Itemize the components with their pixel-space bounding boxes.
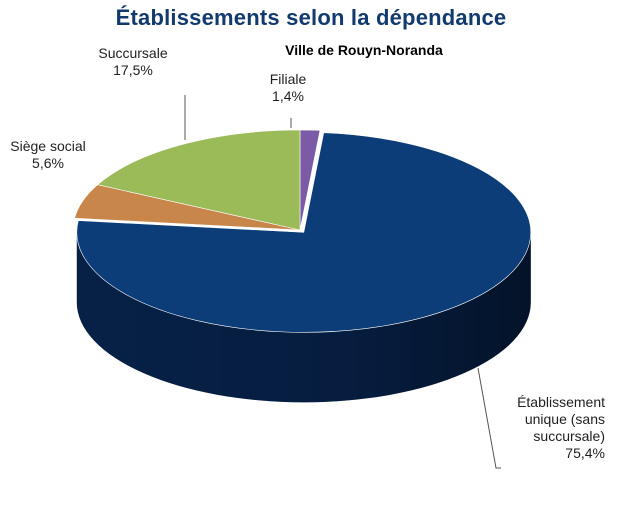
slice-label-2-line-4: 75,4% [565, 445, 605, 461]
pie-side-walls [76, 232, 531, 403]
slice-label-4: Succursale 17,5% [98, 45, 167, 78]
slice-label-3: Siège social 5,6% [10, 138, 86, 171]
chart-subtitle: Ville de Rouyn-Noranda [285, 42, 443, 58]
leader-line-2 [477, 367, 501, 469]
pie-leader-lines [184, 95, 501, 469]
pie-slice-2 [76, 132, 532, 333]
slice-label-3-line-1: Siège social [10, 138, 86, 154]
slice-label-1-line-2: 1,4% [272, 88, 304, 104]
slice-label-3-line-2: 5,6% [32, 155, 64, 171]
slice-label-1-line-1: Filiale [270, 71, 307, 87]
slice-label-1: Filiale 1,4% [270, 71, 307, 104]
pie-slice-4 [96, 129, 301, 231]
slice-label-4-line-2: 17,5% [113, 62, 153, 78]
slice-label-2-line-1: Établissement [517, 394, 605, 410]
slice-label-2: Établissement unique (sans succursale) 75,4… [517, 394, 605, 461]
slice-label-4-line-1: Succursale [98, 45, 167, 61]
slice-label-2-line-2: unique (sans [525, 411, 605, 427]
pie-labels: Filiale 1,4% Établissement unique (sans succ… [10, 45, 605, 461]
pie-top-faces [74, 129, 532, 333]
pie-side-shade-2-1 [76, 232, 531, 403]
slice-label-2-line-3: succursale) [533, 428, 605, 444]
chart-title: Établissements selon la dépendance [115, 5, 507, 30]
